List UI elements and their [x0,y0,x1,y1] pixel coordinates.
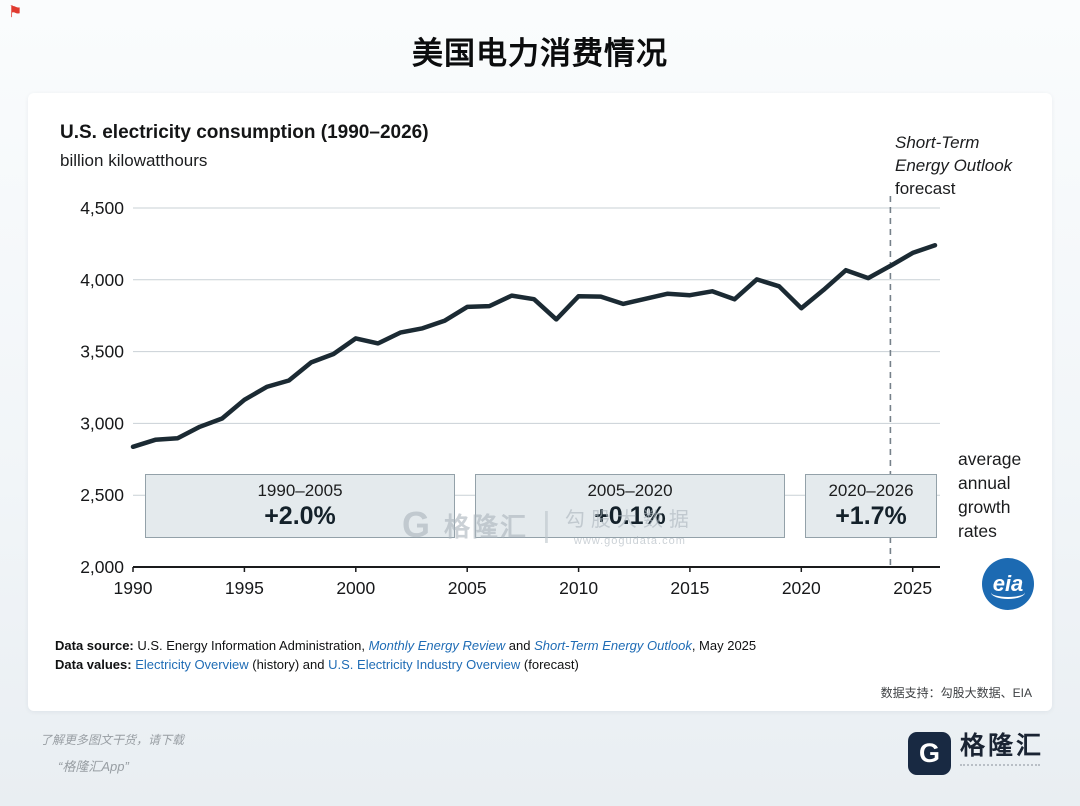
svg-text:2025: 2025 [893,578,932,598]
page-title: 美国电力消费情况 [412,36,668,71]
svg-text:2020: 2020 [782,578,821,598]
growth-box-2020-2026: 2020–2026 +1.7% [805,474,937,538]
growth-rate: +2.0% [264,502,336,530]
flag-icon: ⚑ [8,4,23,21]
eia-logo: eia [982,558,1034,610]
watermark-divider: | [542,505,551,544]
growth-rate: +1.7% [835,502,907,530]
svg-text:2000: 2000 [336,578,375,598]
monthly-energy-review-link[interactable]: Monthly Energy Review [368,638,506,653]
growth-note-line: annual [958,473,1011,493]
consumption-line-chart: 2,000 2,500 3,000 3,500 4,000 4,500 1990 1995 20… [80,196,940,598]
data-values-text: (history) and [248,657,329,672]
svg-text:4,000: 4,000 [80,270,124,290]
growth-box-1990-2005: 1990–2005 +2.0% [145,474,455,538]
growth-note-line: growth [958,497,1011,517]
promo-line-2: “格隆汇App” [58,759,129,774]
forecast-note-line1: Short-Term [895,133,980,152]
growth-note-line: rates [958,521,997,541]
svg-text:1990: 1990 [114,578,153,598]
promo-line-1: 了解更多图文干货，请下载 [40,733,185,747]
gelonghui-logo-subtext [959,764,1040,766]
chart-title: U.S. electricity consumption (1990–2026) [60,122,429,143]
gelonghui-g-icon: G [907,732,951,775]
svg-text:1995: 1995 [225,578,264,598]
data-source-text: and [505,638,535,653]
svg-text:2,000: 2,000 [80,557,124,577]
electricity-industry-overview-link[interactable]: U.S. Electricity Industry Overview [328,657,521,672]
data-support-note: 数据支持：勾股大数据、EIA [880,686,1032,700]
data-source-line: Data source: U.S. Energy Information Adm… [55,638,756,653]
gelonghui-logo-text: 格隆汇 [959,732,1044,760]
svg-text:2,500: 2,500 [80,485,124,505]
forecast-note-line2: Energy Outlook [895,156,1013,175]
data-source-text: U.S. Energy Information Administration, [133,638,369,653]
electricity-overview-link[interactable]: Electricity Overview [135,657,249,672]
data-source-text: , May 2025 [691,638,757,653]
svg-text:2005: 2005 [448,578,487,598]
growth-box-2005-2020: 2005–2020 +0.1% [475,474,785,538]
watermark: G 格隆汇 | 勾股大数据 www.gogudata.com [402,503,695,547]
svg-text:2015: 2015 [670,578,709,598]
gelonghui-logo: G 格隆汇 [907,732,1044,775]
chart-card [28,93,1052,711]
svg-text:3,500: 3,500 [80,342,124,362]
forecast-note-line3: forecast [895,179,956,198]
growth-note-line: average [958,449,1022,469]
eia-logo-text: eia [992,571,1024,596]
growth-note-caption: average annual growth rates [958,447,1021,543]
data-source-label: Data source: [55,638,134,653]
growth-rate: +0.1% [594,502,666,530]
short-term-energy-outlook-link[interactable]: Short-Term Energy Outlook [534,638,692,653]
watermark-url: www.gogudata.com [573,535,686,547]
watermark-partner: 勾股大数据 [564,509,695,531]
svg-text:4,500: 4,500 [80,198,124,218]
growth-period: 2020–2026 [828,481,914,500]
data-values-line: Data values: Electricity Overview (histo… [55,657,579,672]
chart-unit-label: billion kilowatthours [60,151,208,170]
data-values-label: Data values: [55,657,132,672]
forecast-note: Short-Term Energy Outlook forecast [895,131,1012,200]
data-values-text: (forecast) [520,657,579,672]
svg-text:3,000: 3,000 [80,413,124,433]
watermark-brand: 格隆汇 [444,511,529,542]
watermark-g-icon: G [402,504,431,545]
svg-text:2010: 2010 [559,578,598,598]
growth-period: 1990–2005 [257,481,343,500]
growth-period: 2005–2020 [587,481,673,500]
